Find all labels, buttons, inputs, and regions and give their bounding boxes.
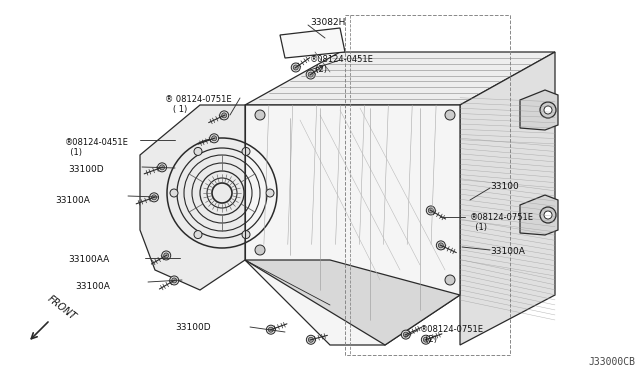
Circle shape	[306, 70, 315, 79]
Circle shape	[194, 231, 202, 238]
Polygon shape	[520, 90, 558, 130]
Polygon shape	[245, 105, 460, 345]
Polygon shape	[520, 195, 558, 235]
Circle shape	[438, 243, 444, 248]
Circle shape	[164, 253, 169, 258]
Circle shape	[436, 241, 445, 250]
Text: ® 08124-0751E
   ( 1): ® 08124-0751E ( 1)	[165, 95, 232, 115]
Circle shape	[423, 337, 428, 342]
Circle shape	[172, 278, 177, 283]
Circle shape	[266, 325, 275, 334]
Circle shape	[221, 113, 227, 118]
Text: FRONT: FRONT	[46, 294, 78, 322]
Circle shape	[308, 72, 313, 77]
Circle shape	[152, 195, 157, 200]
Text: 33100A: 33100A	[75, 282, 110, 291]
Polygon shape	[280, 28, 345, 58]
Circle shape	[170, 276, 179, 285]
Circle shape	[307, 335, 316, 344]
Circle shape	[421, 335, 430, 344]
Circle shape	[403, 332, 408, 337]
Text: ®08124-0451E
  (1): ®08124-0451E (1)	[65, 138, 129, 157]
Text: 33082H: 33082H	[310, 18, 346, 27]
Circle shape	[157, 163, 166, 172]
Circle shape	[291, 63, 300, 72]
Polygon shape	[460, 52, 555, 345]
Circle shape	[150, 193, 159, 202]
Circle shape	[426, 206, 435, 215]
Polygon shape	[245, 260, 460, 345]
Circle shape	[540, 207, 556, 223]
Text: ®08124-0451E
  (2): ®08124-0451E (2)	[310, 55, 374, 74]
Circle shape	[170, 189, 178, 197]
Circle shape	[268, 327, 273, 332]
Circle shape	[242, 147, 250, 155]
Text: 33100A: 33100A	[55, 196, 90, 205]
Circle shape	[255, 245, 265, 255]
Circle shape	[212, 136, 217, 141]
Circle shape	[445, 275, 455, 285]
Circle shape	[308, 337, 314, 342]
Text: 33100AA: 33100AA	[68, 255, 109, 264]
Circle shape	[242, 231, 250, 238]
Circle shape	[428, 208, 433, 213]
Text: 33100: 33100	[490, 182, 519, 191]
Circle shape	[293, 65, 298, 70]
Circle shape	[255, 110, 265, 120]
Circle shape	[544, 211, 552, 219]
Polygon shape	[245, 52, 555, 105]
Polygon shape	[140, 105, 245, 290]
Text: 33100A: 33100A	[490, 247, 525, 256]
Text: 33100D: 33100D	[68, 165, 104, 174]
Circle shape	[544, 106, 552, 114]
Text: J33000CB: J33000CB	[588, 357, 635, 367]
Circle shape	[194, 147, 202, 155]
Circle shape	[401, 330, 410, 339]
Circle shape	[445, 110, 455, 120]
Circle shape	[159, 165, 164, 170]
Text: 33100D: 33100D	[175, 323, 211, 332]
Circle shape	[162, 251, 171, 260]
Circle shape	[220, 111, 228, 120]
Circle shape	[540, 102, 556, 118]
Text: ®08124-0751E
  (1): ®08124-0751E (1)	[470, 213, 534, 232]
Text: ®08124-0751E
  (2): ®08124-0751E (2)	[420, 325, 484, 344]
Circle shape	[210, 134, 219, 143]
Circle shape	[266, 189, 274, 197]
